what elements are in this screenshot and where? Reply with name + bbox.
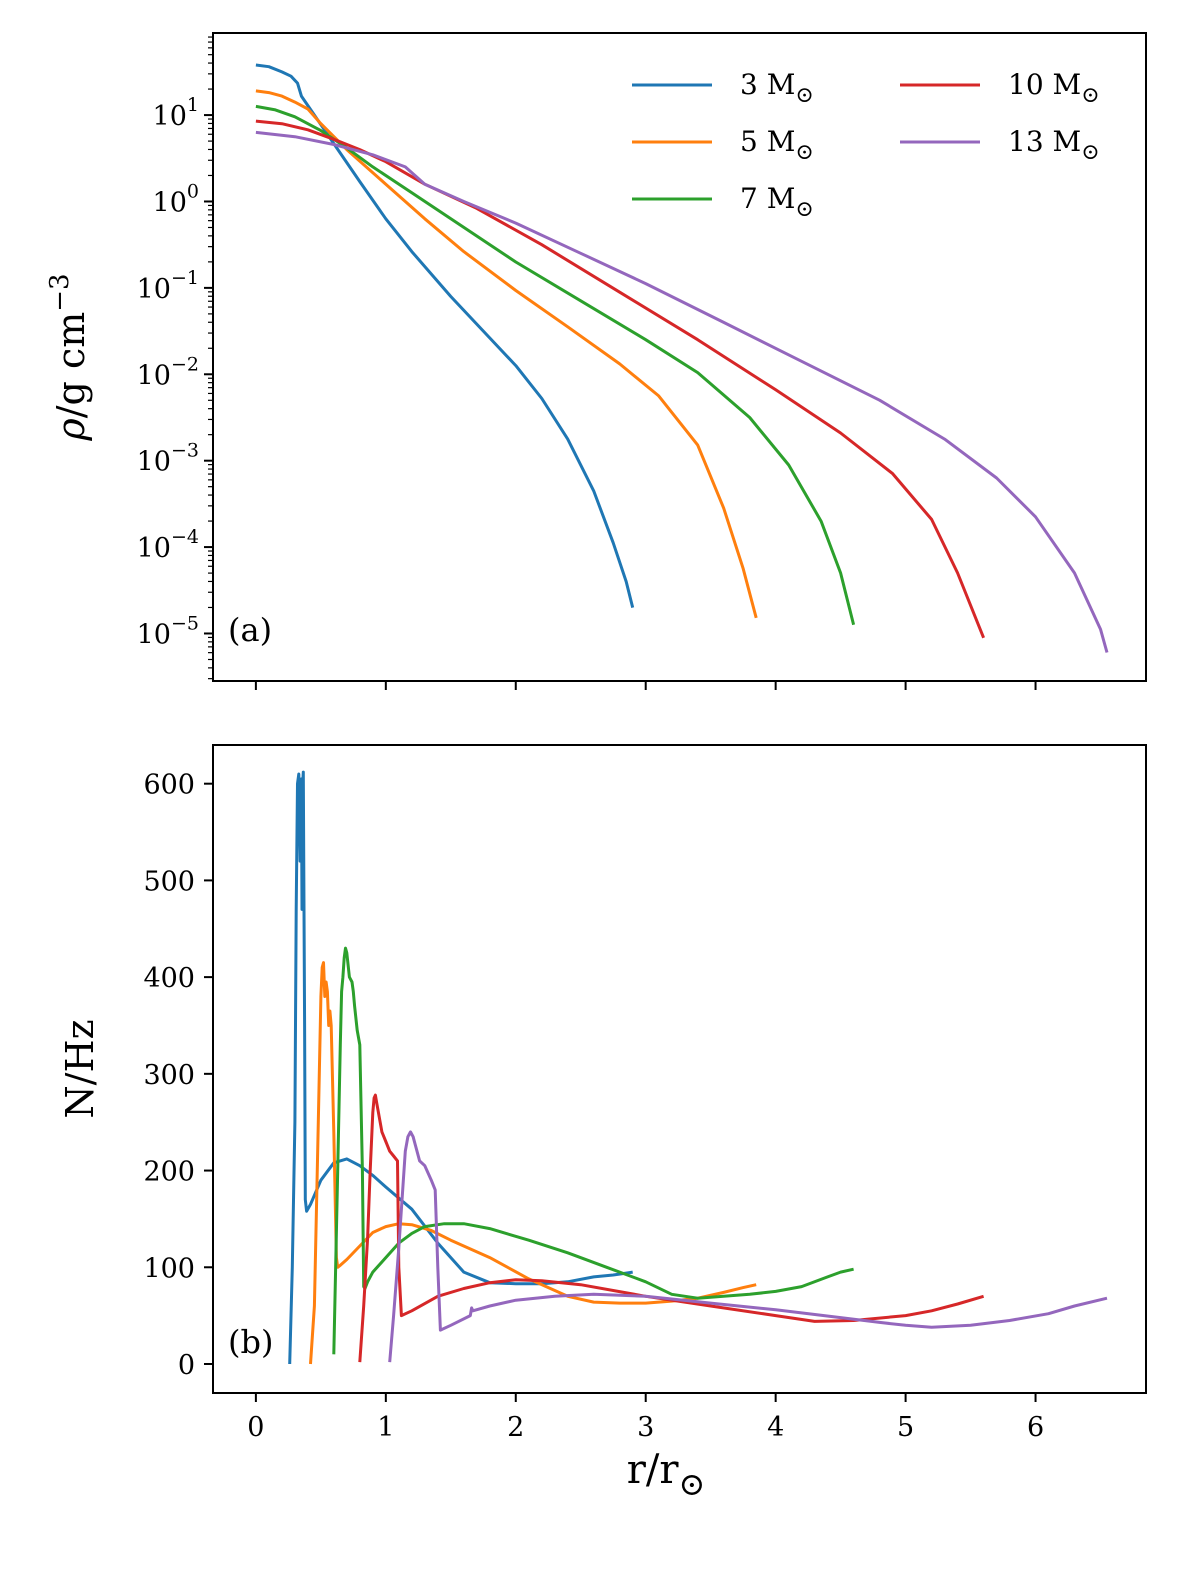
x-tick-label: 4: [767, 1412, 784, 1443]
buoyancy-panel: 0 100 200 300 400 500 600 0 1 2 3 4 5 6 N/Hz r/r⊙ (b…: [58, 744, 1147, 1503]
legend-label-7msun: 7 M⊙: [740, 182, 814, 222]
legend-label-5msun: 5 M⊙: [740, 125, 814, 165]
buoyancy-y-tick-label: 300: [143, 1060, 195, 1091]
buoyancy-y-tick-label: 0: [178, 1350, 195, 1381]
panel-a-tag: (a): [228, 611, 272, 649]
buoyancy-y-axis-label: N/Hz: [58, 1019, 102, 1118]
panel-b-tag: (b): [228, 1323, 273, 1361]
buoyancy-line-13msun: [388, 1130, 1108, 1363]
x-tick-label: 0: [247, 1412, 264, 1443]
density-line-5msun: [255, 89, 758, 619]
x-tick-label: 5: [897, 1412, 914, 1443]
buoyancy-y-tick-label: 600: [143, 770, 195, 801]
density-line-3msun: [255, 63, 635, 608]
legend-label-3msun: 3 M⊙: [740, 68, 814, 108]
density-x-ticks: [254, 681, 1037, 690]
buoyancy-y-tick-label: 400: [143, 963, 195, 994]
density-y-tick-label: 10−1: [137, 267, 199, 305]
buoyancy-y-ticks: 0 100 200 300 400 500 600: [143, 770, 213, 1381]
density-y-tick-label: 10−5: [137, 612, 199, 650]
legend-label-10msun: 10 M⊙: [1008, 68, 1100, 108]
density-plot-frame: [212, 32, 1147, 682]
buoyancy-plot-frame: [212, 744, 1147, 1394]
density-y-tick-label: 10−4: [137, 526, 199, 564]
density-y-tick-label: 101: [153, 94, 199, 132]
density-series: [255, 63, 1109, 653]
buoyancy-y-tick-label: 500: [143, 866, 195, 897]
density-line-10msun: [255, 119, 985, 639]
density-y-tick-label: 100: [153, 180, 199, 218]
x-tick-label: 6: [1027, 1412, 1044, 1443]
x-axis-label: r/r⊙: [627, 1447, 706, 1503]
buoyancy-line-10msun: [358, 1093, 985, 1363]
x-tick-label: 1: [377, 1412, 394, 1443]
buoyancy-line-5msun: [309, 961, 757, 1365]
density-y-axis-label: ρ/g cm−3: [45, 273, 93, 441]
density-y-tick-label: 10−2: [137, 353, 199, 391]
buoyancy-line-7msun: [332, 946, 854, 1355]
legend: 3 M⊙ 5 M⊙ 7 M⊙ 10 M⊙ 13 M⊙: [632, 68, 1100, 222]
buoyancy-y-tick-label: 100: [143, 1253, 195, 1284]
x-tick-label: 2: [507, 1412, 524, 1443]
buoyancy-x-ticks: 0 1 2 3 4 5 6: [247, 1393, 1044, 1443]
legend-label-13msun: 13 M⊙: [1008, 125, 1100, 165]
density-y-tick-label: 10−3: [137, 440, 199, 478]
buoyancy-y-tick-label: 200: [143, 1157, 195, 1188]
x-tick-label: 3: [637, 1412, 654, 1443]
density-line-7msun: [255, 104, 856, 626]
density-y-ticks: 10−5 10−4 10−3 10−2 10−1 100 101: [137, 94, 213, 650]
density-minor-ticks: [208, 36, 213, 680]
buoyancy-series: [288, 770, 1108, 1365]
density-line-13msun: [255, 130, 1109, 653]
